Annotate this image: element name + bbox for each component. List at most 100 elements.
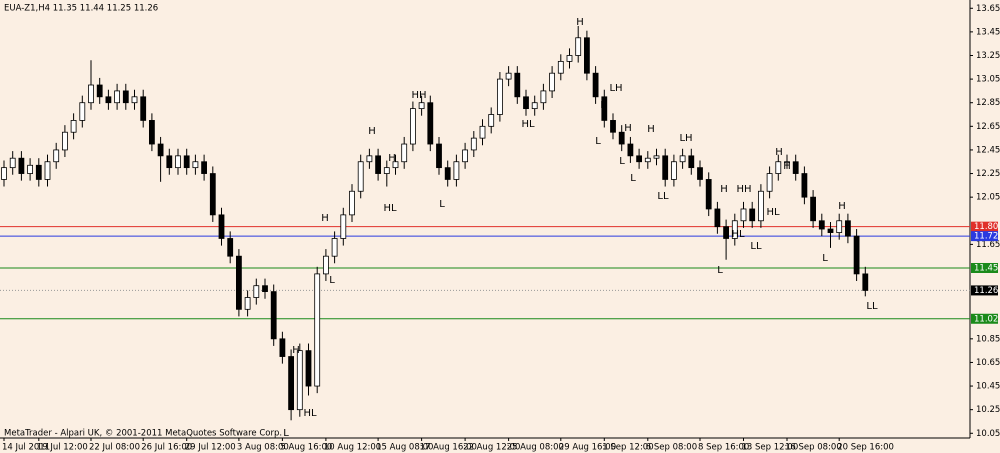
annotation: H <box>647 124 655 135</box>
candle-body <box>636 155 642 163</box>
annotation: L <box>329 275 335 286</box>
candle-body <box>749 208 756 222</box>
candle-body <box>653 155 660 159</box>
candle-body <box>201 161 208 174</box>
candle-body <box>418 102 425 110</box>
candle-body <box>53 149 60 163</box>
annotation: HL <box>303 408 317 419</box>
x-tick-label: 22 Jul 08:00 <box>89 443 140 453</box>
candle-body <box>409 108 416 145</box>
level-label-box <box>971 262 998 273</box>
candle-body <box>192 161 199 169</box>
candle-body <box>514 72 521 98</box>
candle-body <box>549 72 555 92</box>
candle-body <box>845 220 851 237</box>
candle-body <box>575 37 582 56</box>
candle-body <box>148 120 155 145</box>
y-tick-label: 12.45 <box>976 145 1000 155</box>
annotation: LH <box>609 83 622 94</box>
candle-body <box>44 161 51 180</box>
candle-body <box>627 143 634 157</box>
candle-body <box>383 167 390 174</box>
candle-body <box>305 350 312 387</box>
annotation: HH <box>411 90 426 101</box>
candle-body <box>671 161 677 180</box>
candle-body <box>331 238 338 257</box>
x-tick-label: 29 Jul 12:00 <box>185 443 236 453</box>
annotation: HH <box>736 184 751 195</box>
candle-body <box>140 96 147 121</box>
y-tick-label: 13.65 <box>976 4 1000 14</box>
candle-body <box>740 208 747 222</box>
candle-body <box>557 60 564 74</box>
candle-body <box>505 72 512 80</box>
level-label-box <box>971 221 998 232</box>
candle-body <box>1 167 7 180</box>
candle-body <box>27 164 34 174</box>
candle-body <box>470 137 477 151</box>
y-tick-label: 10.85 <box>976 334 1000 344</box>
x-tick-label: 5 Aug 16:00 <box>280 443 332 453</box>
candle-body <box>131 96 138 104</box>
annotation: H <box>600 100 608 111</box>
candle-body <box>540 90 547 104</box>
annotation: H <box>720 184 728 195</box>
candle-body <box>392 161 399 169</box>
candle-body <box>175 155 181 169</box>
candle-body <box>714 208 721 228</box>
candle-body <box>18 157 25 174</box>
level-label-box <box>971 285 998 296</box>
candle-body <box>114 90 120 104</box>
x-tick-label: 25 Aug 08:00 <box>507 443 564 453</box>
candle-body <box>9 157 16 169</box>
x-tick-label: 3 Aug 08:00 <box>237 443 289 453</box>
annotation: L <box>717 265 723 276</box>
candle-body <box>453 161 460 180</box>
x-tick-label: 1 Sep 12:00 <box>602 443 653 453</box>
candle-body <box>244 297 251 310</box>
annotation: HL <box>766 207 780 218</box>
y-tick-label: 10.25 <box>976 405 1000 415</box>
candle-body <box>496 78 503 115</box>
candle-body <box>836 220 843 233</box>
candle-body <box>357 161 364 192</box>
candle-body <box>662 155 669 180</box>
candle-body <box>810 196 816 222</box>
annotation: L <box>283 428 289 439</box>
annotation: H <box>368 126 376 137</box>
candle-body <box>644 157 651 163</box>
level-label: 11.45 <box>974 263 998 273</box>
level-label-box <box>971 313 998 324</box>
annotation: L <box>822 253 828 264</box>
candle-body <box>296 350 303 411</box>
candle-body <box>157 143 164 157</box>
candle-body <box>853 235 860 275</box>
candle-body <box>183 155 190 169</box>
y-tick-label: 10.65 <box>976 358 1000 368</box>
annotation: HL <box>383 203 397 214</box>
candle-body <box>610 120 616 133</box>
candle-body <box>784 161 790 164</box>
x-tick-label: 10 Aug 12:00 <box>324 443 381 453</box>
x-tick-label: 14 Jul 2011 <box>2 443 50 453</box>
annotation: L <box>630 173 636 184</box>
level-label: 11.26 <box>974 286 998 296</box>
candle-body <box>322 255 329 275</box>
annotation: L <box>439 199 445 210</box>
annotation: LL <box>866 301 878 312</box>
y-tick-label: 13.05 <box>976 75 1000 85</box>
candle-body <box>462 149 469 163</box>
candle-body <box>618 131 625 145</box>
candle-body <box>70 120 77 133</box>
x-tick-label: 26 Jul 16:00 <box>141 443 192 453</box>
level-label: 11.02 <box>974 314 998 324</box>
candle-body <box>270 291 277 340</box>
candle-body <box>697 167 703 180</box>
candle-body <box>679 155 686 163</box>
candle-body <box>792 161 799 174</box>
level-label: 11.80 <box>974 222 998 232</box>
y-tick-label: 12.85 <box>976 98 1000 108</box>
candle-body <box>723 226 729 239</box>
candle-body <box>436 143 442 169</box>
